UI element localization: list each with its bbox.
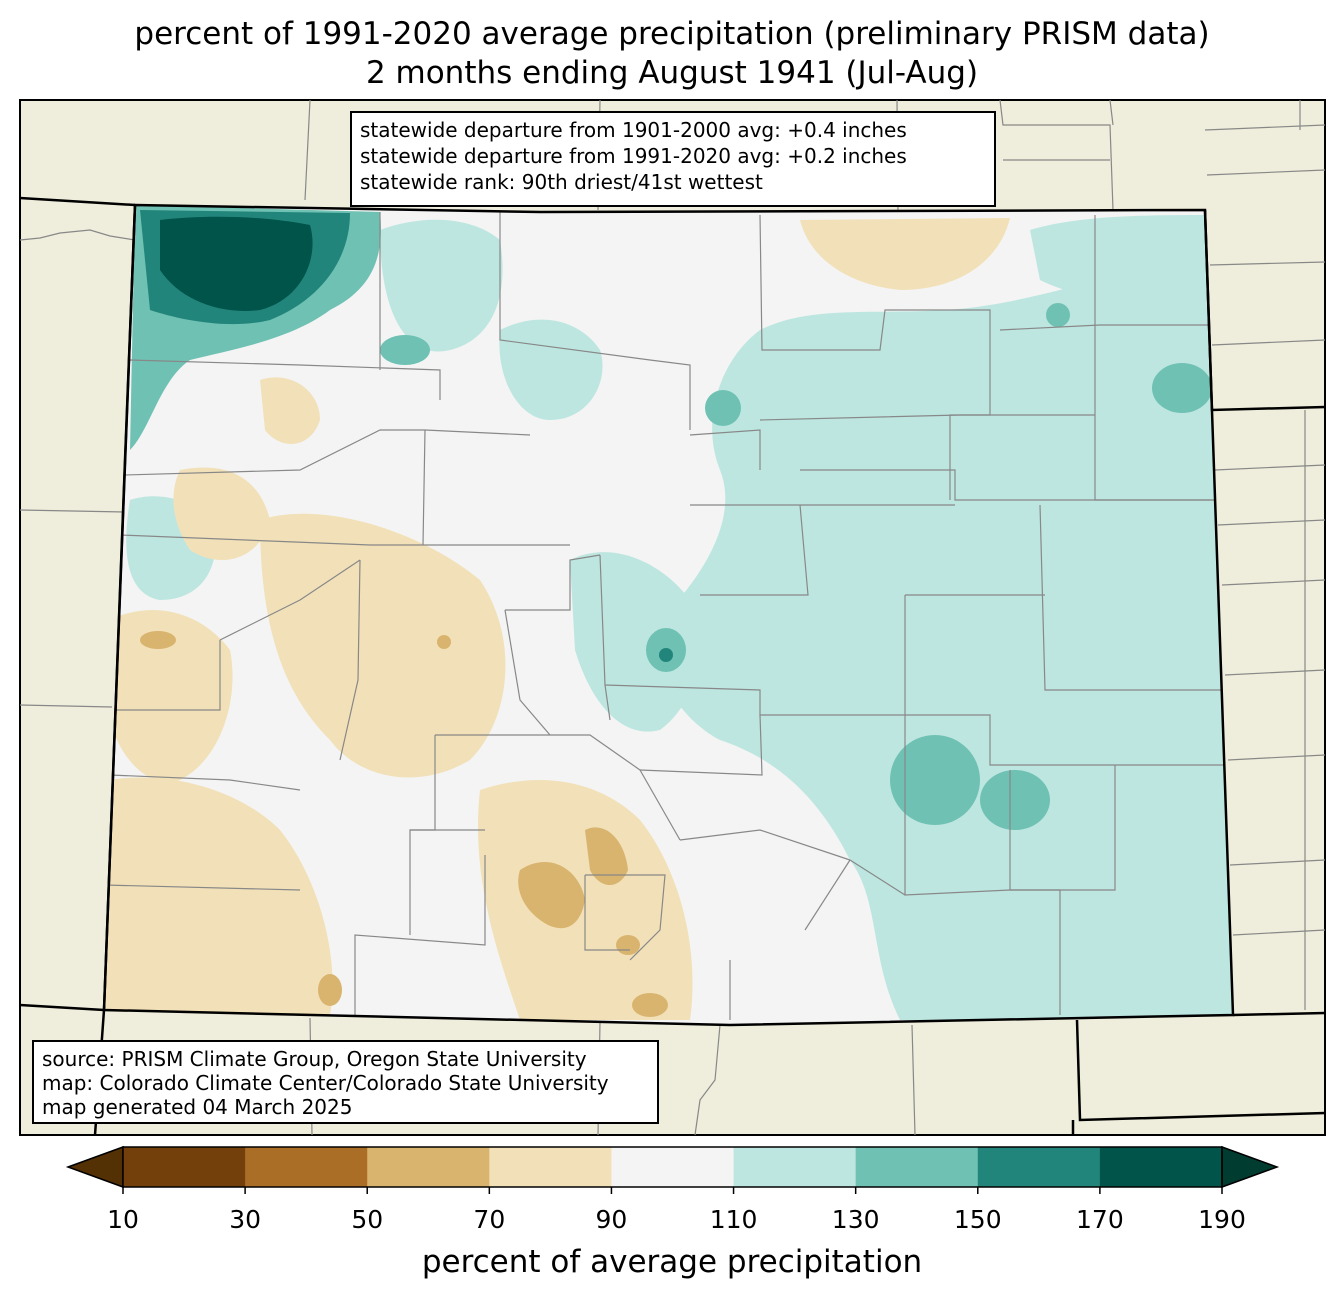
- source-box: source: PRISM Climate Group, Oregon Stat…: [32, 1040, 659, 1124]
- colorbar-cell: [733, 1147, 857, 1187]
- colorbar-tick-label: 30: [229, 1205, 262, 1234]
- colorbar-cell: [1099, 1147, 1223, 1187]
- statewide-stats-box: statewide departure from 1901-2000 avg: …: [350, 111, 996, 207]
- colorbar-cell: [855, 1147, 979, 1187]
- colorbar-cell: [611, 1147, 735, 1187]
- colorbar-tick-label: 150: [953, 1205, 1002, 1234]
- colorbar-tick-label: 10: [107, 1205, 139, 1234]
- colorbar-tick-label: 90: [595, 1205, 628, 1234]
- generated-date-line: map generated 04 March 2025: [42, 1095, 353, 1119]
- colorbar-cell: [367, 1147, 490, 1187]
- stat-rank: statewide rank: 90th driest/41st wettest: [360, 170, 763, 194]
- colorbar-outline: [122, 1146, 1223, 1188]
- colorbar-tick-label: 190: [1198, 1205, 1246, 1234]
- colorbar-tick-label: 50: [351, 1205, 384, 1234]
- colorbar: [65, 1145, 1280, 1194]
- colorbar-cell: [123, 1147, 246, 1187]
- colorbar-underflow-arrow: [65, 1145, 124, 1189]
- colorbar-cells: [123, 1147, 1223, 1187]
- county-lines: [104, 212, 1225, 1020]
- colorbar-overflow-arrow: [1221, 1145, 1280, 1189]
- colorbar-tick-label: 130: [831, 1205, 880, 1234]
- stat-departure-1991-2020: statewide departure from 1991-2020 avg: …: [360, 144, 907, 168]
- map-credit-line: map: Colorado Climate Center/Colorado St…: [42, 1071, 609, 1095]
- colorbar-tick-label: 70: [473, 1205, 506, 1234]
- colorbar-tick-marks: [122, 1187, 1223, 1194]
- precipitation-shading: [104, 205, 1233, 1020]
- colorbar-tick-label: 170: [1076, 1205, 1124, 1234]
- colorbar-cell: [245, 1147, 368, 1187]
- colorbar-cell: [489, 1147, 612, 1187]
- source-line: source: PRISM Climate Group, Oregon Stat…: [42, 1047, 587, 1071]
- colorbar-cell: [977, 1147, 1101, 1187]
- stat-departure-1901-2000: statewide departure from 1901-2000 avg: …: [360, 118, 907, 142]
- colorbar-label: percent of average precipitation: [421, 1244, 923, 1280]
- map-title-line1: percent of 1991-2020 average precipitati…: [134, 16, 1210, 52]
- colorbar-tick-label: 110: [709, 1205, 758, 1234]
- map-title-line2: 2 months ending August 1941 (Jul-Aug): [365, 55, 979, 91]
